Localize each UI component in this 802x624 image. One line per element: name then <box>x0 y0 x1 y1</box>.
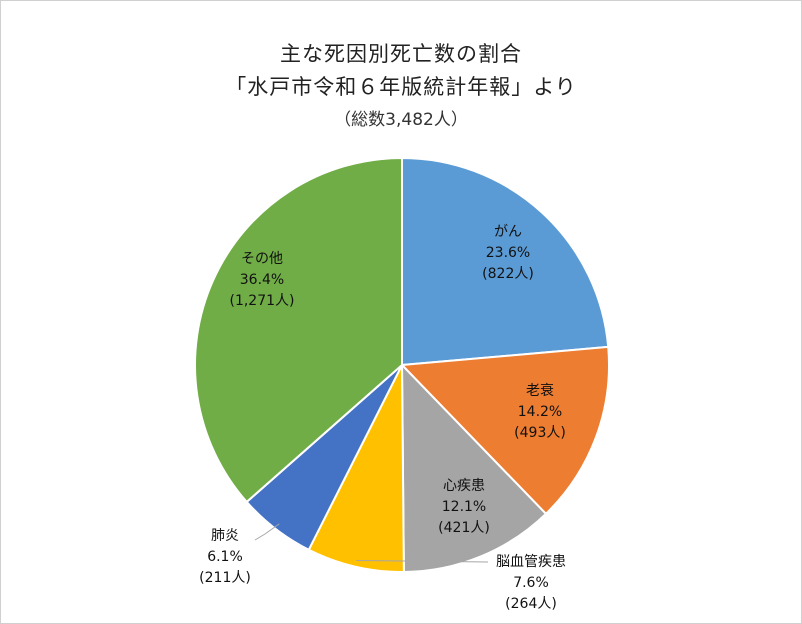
chart-title-line-2: 「水戸市令和６年版統計年報」より <box>225 75 577 99</box>
pie-slice-2 <box>401 345 610 515</box>
data-label-6: その他 36.4% (1,271人) <box>229 251 294 309</box>
pie-slice-4 <box>307 364 405 573</box>
data-label-3: 心疾患 12.1% (421人) <box>438 478 490 536</box>
data-label-5: 肺炎 6.1% (211人) <box>199 528 251 586</box>
data-label-4: 脳血管疾患 7.6% (264人) <box>496 554 566 612</box>
chart-title: 主な死因別死亡数の割合 「水戸市令和６年版統計年報」より （総数3,482人） <box>0 38 802 136</box>
leader-line-4 <box>356 560 489 563</box>
data-label-1: がん 23.6% (822人) <box>482 224 534 282</box>
leader-line-5 <box>254 523 280 541</box>
pie-slice-3 <box>401 364 547 573</box>
chart-title-line-1: 主な死因別死亡数の割合 <box>280 42 522 66</box>
chart-subtitle: （総数3,482人） <box>334 110 468 130</box>
pie-slice-1 <box>401 157 610 366</box>
data-label-2: 老衰 14.2% (493人) <box>514 382 566 441</box>
pie-slice-6 <box>194 157 403 503</box>
